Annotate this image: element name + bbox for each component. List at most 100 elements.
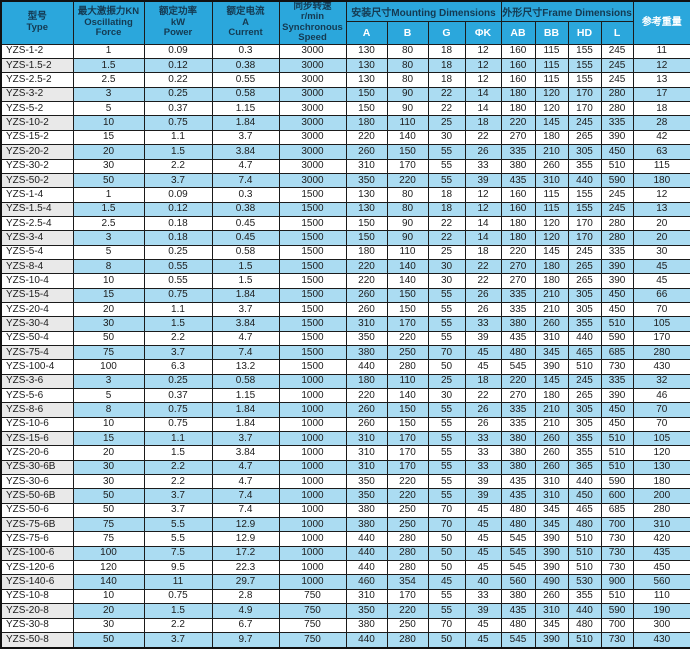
cell-weight: 45 [632, 273, 690, 289]
cell-force: 10 [72, 588, 145, 605]
cell-hd: 170 [567, 101, 602, 117]
cell-current: 1.15 [211, 387, 280, 404]
cell-phik: 39 [464, 330, 502, 346]
cell-speed: 1000 [278, 431, 347, 447]
cell-l: 390 [600, 273, 634, 289]
cell-bb: 145 [534, 373, 569, 390]
cell-ab: 480 [500, 517, 536, 533]
cell-power: 0.18 [143, 230, 213, 246]
cell-hd: 440 [567, 474, 602, 490]
cell-weight: 70 [632, 402, 690, 418]
cell-current: 0.38 [211, 58, 280, 74]
cell-g: 50 [427, 531, 466, 547]
cell-bb: 260 [534, 445, 569, 461]
cell-hd: 510 [567, 531, 602, 547]
cell-ab: 435 [500, 488, 536, 504]
cell-bb: 260 [534, 316, 569, 332]
cell-bb: 260 [534, 588, 569, 605]
cell-bb: 390 [534, 560, 569, 576]
cell-ab: 380 [500, 158, 536, 174]
cell-phik: 12 [464, 72, 502, 88]
cell-ab: 160 [500, 58, 536, 74]
cell-a: 150 [345, 215, 388, 232]
cell-weight: 46 [632, 387, 690, 404]
cell-g: 25 [427, 373, 466, 390]
cell-b: 280 [386, 531, 429, 547]
cell-l: 510 [600, 588, 634, 605]
cell-bb: 115 [534, 43, 569, 60]
cell-type: YZS-3-2 [0, 86, 74, 103]
cell-type: YZS-20-4 [0, 301, 74, 318]
cell-b: 150 [386, 144, 429, 160]
cell-phik: 33 [464, 445, 502, 461]
cell-weight: 310 [632, 517, 690, 533]
table-row: YZS-3-4 3 0.18 0.45 1500 150 90 22 14 180 120 170 28… [0, 230, 690, 246]
table-row: YZS-8-6 8 0.75 1.84 1000 260 150 55 26 335 210 305 4… [0, 402, 690, 418]
cell-g: 55 [427, 316, 466, 332]
cell-current: 4.9 [211, 603, 280, 619]
cell-g: 55 [427, 459, 466, 476]
cell-type: YZS-1.5-2 [0, 58, 74, 74]
cell-speed: 750 [278, 631, 347, 649]
cell-ab: 380 [500, 431, 536, 447]
cell-l: 450 [600, 301, 634, 318]
table-row: YZS-75-6 75 5.5 12.9 1000 440 280 50 45 545 390 510… [0, 531, 690, 547]
cell-bb: 310 [534, 603, 569, 619]
cell-hd: 450 [567, 488, 602, 504]
cell-power: 0.75 [143, 402, 213, 418]
cell-a: 310 [345, 316, 388, 332]
cell-b: 250 [386, 344, 429, 361]
cell-l: 280 [600, 86, 634, 103]
cell-power: 1.5 [143, 603, 213, 619]
cell-hd: 530 [567, 574, 602, 590]
cell-speed: 750 [278, 603, 347, 619]
cell-speed: 750 [278, 588, 347, 605]
cell-hd: 465 [567, 502, 602, 519]
cell-hd: 355 [567, 431, 602, 447]
cell-force: 10 [72, 115, 145, 131]
cell-hd: 510 [567, 631, 602, 649]
cell-bb: 120 [534, 215, 569, 232]
cell-a: 180 [345, 115, 388, 131]
cell-speed: 1000 [278, 459, 347, 476]
cell-power: 0.25 [143, 86, 213, 103]
cell-weight: 170 [632, 330, 690, 346]
cell-bb: 210 [534, 416, 569, 433]
cell-g: 22 [427, 230, 466, 246]
table-row: YZS-10-4 10 0.55 1.5 1500 220 140 30 22 270 180 265… [0, 273, 690, 289]
cell-type: YZS-15-6 [0, 431, 74, 447]
cell-power: 2.2 [143, 459, 213, 476]
cell-power: 1.5 [143, 144, 213, 160]
cell-a: 310 [345, 588, 388, 605]
cell-speed: 1000 [278, 517, 347, 533]
table-row: YZS-50-6 50 3.7 7.4 1000 380 250 70 45 480 345 465 6… [0, 502, 690, 519]
cell-g: 55 [427, 158, 466, 174]
cell-speed: 3000 [278, 144, 347, 160]
cell-ab: 180 [500, 215, 536, 232]
cell-a: 440 [345, 359, 388, 375]
table-row: YZS-30-8 30 2.2 6.7 750 380 250 70 45 480 345 480 70… [0, 617, 690, 633]
cell-hd: 265 [567, 273, 602, 289]
cell-hd: 245 [567, 373, 602, 390]
cell-b: 250 [386, 517, 429, 533]
cell-l: 510 [600, 431, 634, 447]
cell-power: 0.25 [143, 373, 213, 390]
cell-a: 380 [345, 617, 388, 633]
cell-g: 25 [427, 115, 466, 131]
cell-weight: 32 [632, 373, 690, 390]
table-row: YZS-1-2 1 0.09 0.3 3000 130 80 18 12 160 115 155 245… [0, 43, 690, 60]
cell-weight: 12 [632, 58, 690, 74]
cell-current: 12.9 [211, 531, 280, 547]
cell-force: 15 [72, 287, 145, 303]
cell-speed: 1500 [278, 359, 347, 375]
cell-l: 390 [600, 387, 634, 404]
cell-a: 440 [345, 545, 388, 562]
cell-l: 450 [600, 416, 634, 433]
cell-power: 0.25 [143, 244, 213, 260]
cell-l: 730 [600, 560, 634, 576]
cell-force: 20 [72, 144, 145, 160]
cell-g: 22 [427, 86, 466, 103]
cell-power: 3.7 [143, 172, 213, 189]
cell-a: 220 [345, 387, 388, 404]
cell-bb: 180 [534, 129, 569, 146]
